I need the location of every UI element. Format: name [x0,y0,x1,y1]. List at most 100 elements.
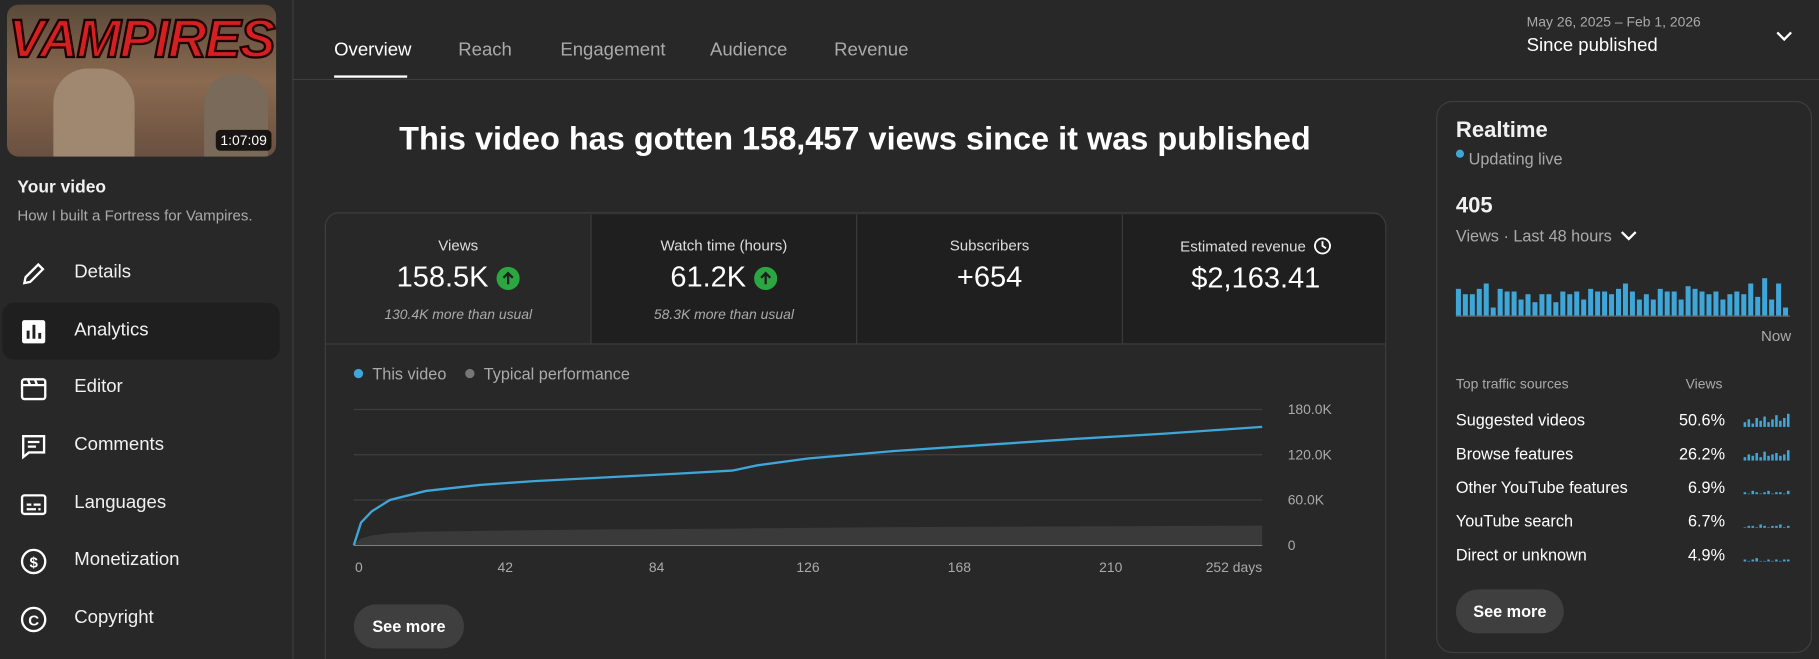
tab[interactable]: Engagement [560,40,666,61]
traffic-share: 4.9% [1688,545,1726,564]
x-tick-label: 168 [948,559,971,575]
metric-value: $2,163.41 [1123,262,1385,296]
realtime-bar [1741,294,1747,316]
spark-bar [1751,525,1755,528]
realtime-bar [1727,294,1733,316]
realtime-bar [1469,294,1475,316]
overview-card: Views 158.5K 130.4K more than usual Watch t… [324,212,1387,659]
realtime-card [1436,100,1813,654]
metric-label: Subscribers [949,236,1030,255]
metric[interactable]: Views 158.5K 130.4K more than usual [325,214,592,344]
spark-bar [1779,420,1782,427]
realtime-bar [1455,288,1461,316]
realtime-see-more[interactable]: See more [1455,589,1564,634]
realtime-bar [1567,294,1573,316]
date-range[interactable]: May 26, 2025 – Feb 1, 2026 Since publish… [1527,12,1805,63]
realtime-caption[interactable]: Views · Last 48 hours [1456,226,1638,245]
spark-bar [1771,560,1774,562]
spark-bar [1767,527,1770,528]
realtime-bar [1546,294,1552,316]
traffic-share: 6.9% [1688,477,1726,497]
nav-item[interactable]: Details [2,245,279,302]
svg-text:C: C [28,612,39,629]
spark-bar [1775,453,1778,461]
x-tick-label: 252 days [1206,559,1262,575]
spark-bar [1763,416,1766,427]
spark-bar [1751,455,1755,461]
spark-bar [1743,527,1747,528]
tab[interactable]: Audience [709,40,788,61]
tab[interactable]: Overview [334,40,412,61]
metric-note: 58.3K more than usual [653,306,794,323]
spark-bar [1786,490,1790,495]
realtime-bar [1769,299,1775,316]
nav-label: Copyright [74,607,154,628]
spark-bar [1763,525,1766,528]
spark-bar [1779,455,1782,461]
realtime-bar [1657,288,1663,316]
metric-value: 61.2K [592,261,856,295]
realtime-bar [1476,288,1482,316]
spark-bar [1747,560,1751,562]
realtime-bar [1720,299,1726,316]
value: 158.5K [396,261,489,294]
spark-bar [1759,420,1762,427]
realtime-bar [1518,299,1524,316]
spark-bar [1751,490,1755,495]
nav-label: Editor [74,377,123,397]
traffic-source: Browse features [1455,444,1574,463]
spark-bar [1767,559,1770,562]
typical-area [353,525,1263,546]
spark-bar [1767,455,1770,461]
nav-item[interactable]: $ Monetization [2,532,279,589]
traffic-source: Suggested videos [1455,410,1586,430]
nav-item[interactable]: Editor [2,360,279,417]
nav-icon [20,378,47,401]
tab[interactable]: Revenue [834,40,909,61]
realtime-bar [1490,307,1496,316]
realtime-bar [1511,291,1517,316]
headline: This video has gotten 158,457 views sinc… [399,120,1311,157]
realtime-bar [1595,291,1601,316]
nav-item[interactable]: Languages [2,476,279,533]
metric[interactable]: Watch time (hours) 61.2K 58.3K more than u… [591,214,858,344]
nav-item[interactable]: Comments [2,418,279,475]
video-title: How I built a Fortress for Vampires. [17,206,253,224]
x-tick-label: 210 [1099,559,1122,575]
spark-bar [1775,492,1778,495]
thumbnail[interactable]: VAMPIRES 1:07:09 [6,4,277,157]
realtime-bar [1636,299,1642,316]
realtime-bar [1776,283,1782,316]
nav-label: Languages [74,493,167,513]
spark-bar [1759,493,1762,495]
y-tick-label: 120.0K [1288,446,1333,462]
spark-bar [1747,525,1751,528]
spark-bar [1751,559,1755,562]
nav-item[interactable]: C Copyright [2,590,279,647]
heading: Your video [17,177,107,198]
trend-up-icon [754,266,778,290]
realtime-bar [1685,286,1691,316]
realtime-bar [1622,283,1628,316]
tab[interactable]: Reach [458,40,512,61]
traffic-header: Top traffic sources [1455,375,1569,393]
metric-value: 158.5K [326,261,590,295]
nav-item[interactable]: Analytics [2,302,280,360]
realtime-bar [1602,291,1608,316]
spark-bar [1755,417,1758,427]
see-more-button[interactable]: See more [353,604,465,649]
realtime-bar [1643,294,1649,316]
spark-bar [1763,451,1766,461]
spark-bar [1763,492,1766,495]
spark-bar [1755,558,1758,562]
live-dot [1455,149,1465,158]
legend-label: Typical performance [484,365,630,383]
realtime-status: Updating live [1468,149,1563,169]
metric-label: Watch time (hours) [660,236,788,255]
y-tick-label: 60.0K [1288,492,1325,508]
spark-bar [1747,419,1751,427]
metric[interactable]: Subscribers +654 [857,214,1123,344]
legend-swatch [353,368,364,379]
metric[interactable]: Estimated revenue $2,163.41 [1122,214,1386,344]
